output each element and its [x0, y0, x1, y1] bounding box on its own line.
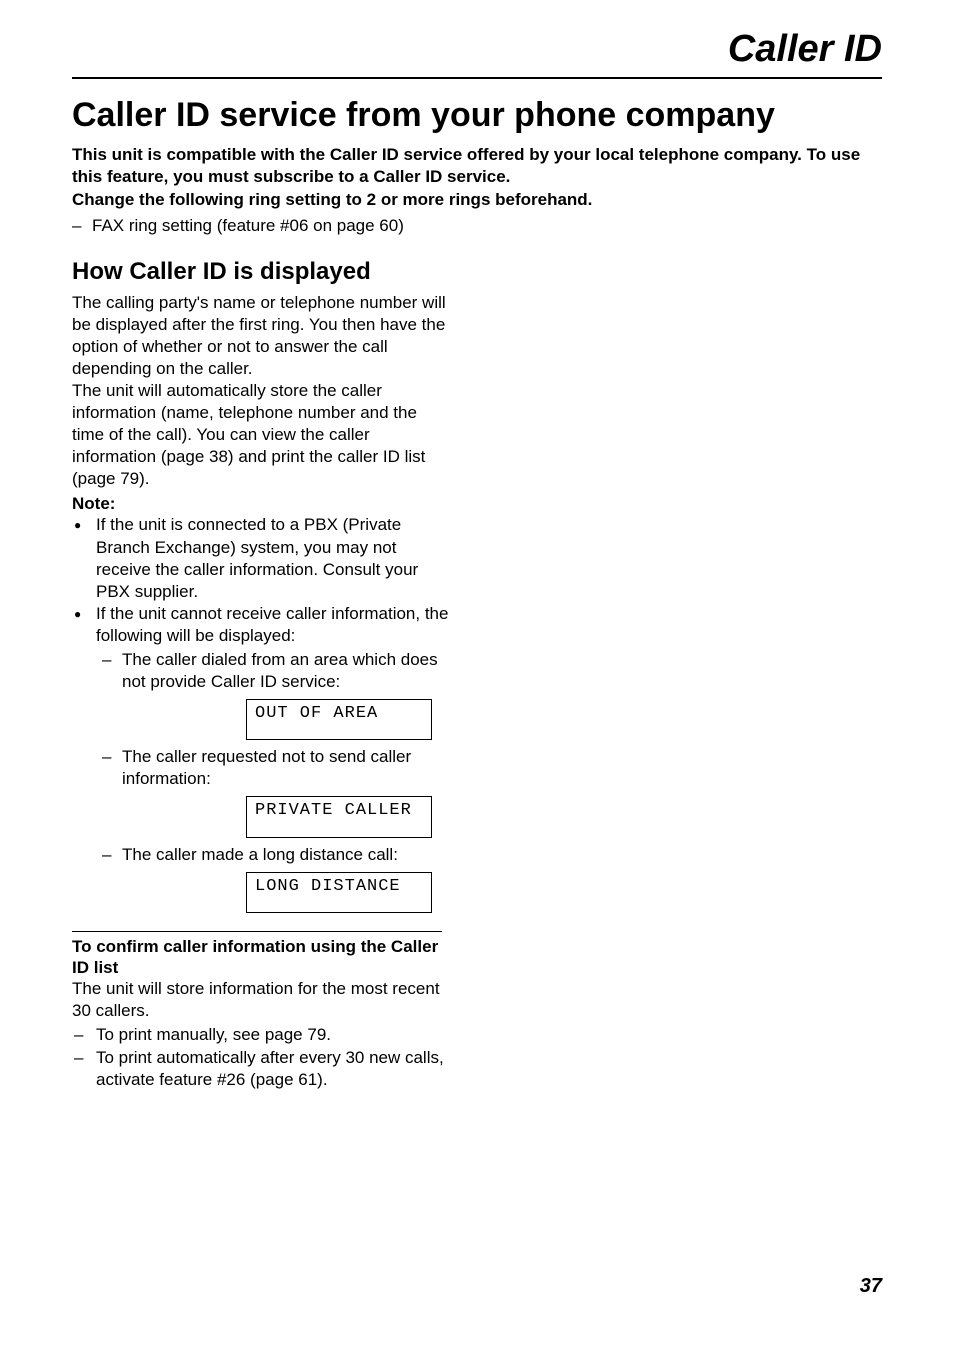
main-title: Caller ID service from your phone compan… — [72, 97, 882, 134]
separator-rule — [72, 931, 442, 932]
section-title: How Caller ID is displayed — [72, 258, 882, 286]
display-out-of-area: OUT OF AREA — [246, 699, 432, 740]
intro-list: FAX ring setting (feature #06 on page 60… — [72, 215, 882, 238]
header-title: Caller ID — [72, 28, 882, 71]
body-para-2: The unit will automatically store the ca… — [72, 380, 452, 490]
page-container: Caller ID Caller ID service from your ph… — [0, 0, 954, 1348]
note-item: If the unit cannot receive caller inform… — [92, 603, 452, 913]
page-number: 37 — [860, 1275, 882, 1298]
sub-text: The caller dialed from an area which doe… — [122, 650, 438, 691]
sub-item: The caller made a long distance call: — [116, 844, 452, 866]
note-list: If the unit is connected to a PBX (Priva… — [72, 514, 452, 912]
confirm-title: To confirm caller information using the … — [72, 936, 452, 979]
display-private-caller: PRIVATE CALLER — [246, 796, 432, 837]
note-text: If the unit is connected to a PBX (Priva… — [96, 515, 418, 600]
confirm-list-item: To print manually, see page 79. — [72, 1024, 452, 1046]
display-long-distance: LONG DISTANCE — [246, 872, 432, 913]
confirm-para: The unit will store information for the … — [72, 978, 452, 1022]
header-rule — [72, 77, 882, 79]
body-para-1: The calling party's name or telephone nu… — [72, 292, 452, 380]
note-label: Note: — [72, 494, 452, 514]
sub-text: The caller made a long distance call: — [122, 845, 398, 864]
sub-list: The caller made a long distance call: — [96, 844, 452, 866]
sub-list: The caller dialed from an area which doe… — [96, 649, 452, 693]
sub-item: The caller dialed from an area which doe… — [116, 649, 452, 693]
intro-bold-2: Change the following ring setting to 2 o… — [72, 189, 882, 211]
sub-text: The caller requested not to send caller … — [122, 747, 411, 788]
intro-list-item: FAX ring setting (feature #06 on page 60… — [72, 215, 882, 238]
confirm-list-item: To print automatically after every 30 ne… — [72, 1047, 452, 1091]
sub-item: The caller requested not to send caller … — [116, 746, 452, 790]
intro-bold-1: This unit is compatible with the Caller … — [72, 144, 882, 188]
confirm-list: To print manually, see page 79. To print… — [72, 1024, 452, 1090]
note-text: If the unit cannot receive caller inform… — [96, 604, 448, 645]
body-column: The calling party's name or telephone nu… — [72, 292, 452, 1091]
sub-list: The caller requested not to send caller … — [96, 746, 452, 790]
note-item: If the unit is connected to a PBX (Priva… — [92, 514, 452, 602]
